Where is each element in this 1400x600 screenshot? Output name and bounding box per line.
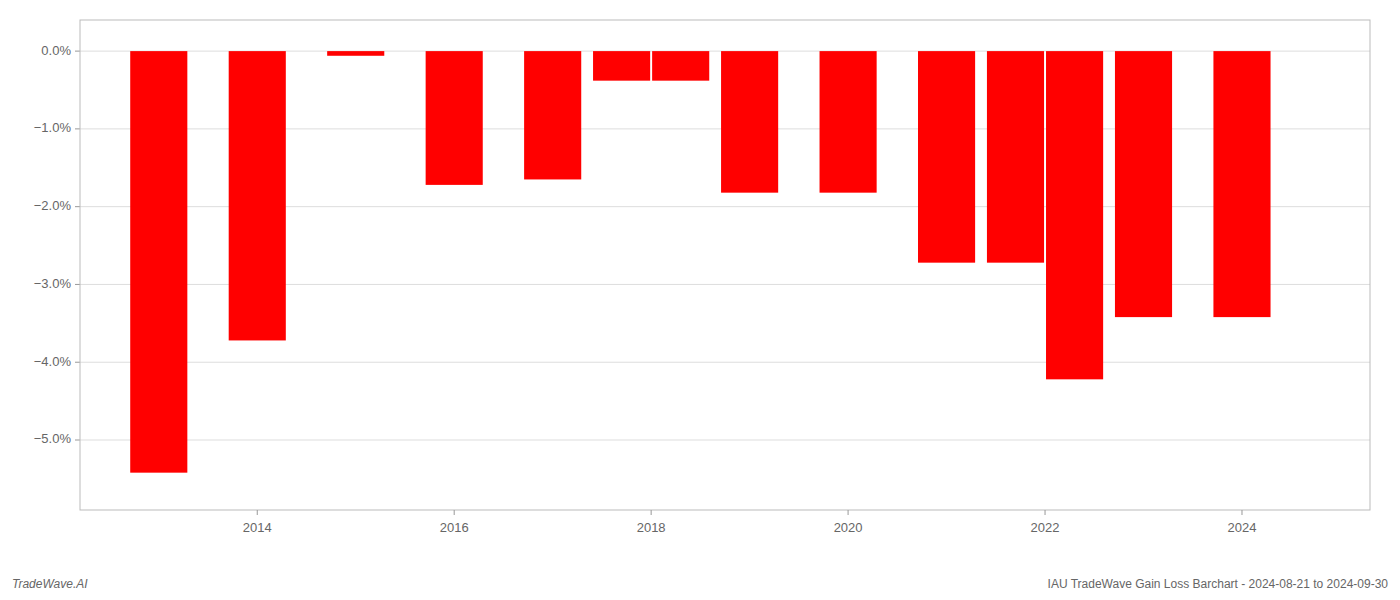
x-tick <box>257 510 258 515</box>
chart-svg: 0.0%−1.0%−2.0%−3.0%−4.0%−5.0%20142016201… <box>0 0 1400 600</box>
y-tick-label: −2.0% <box>34 198 72 213</box>
x-tick-label: 2016 <box>440 520 469 535</box>
chart-container: 0.0%−1.0%−2.0%−3.0%−4.0%−5.0%20142016201… <box>0 0 1400 600</box>
bar <box>426 51 483 185</box>
x-tick <box>454 510 455 515</box>
grid-line <box>80 440 1370 441</box>
plot-frame <box>80 20 1370 510</box>
y-tick <box>75 128 80 129</box>
x-tick <box>1045 510 1046 515</box>
bar <box>1115 51 1172 317</box>
x-tick <box>848 510 849 515</box>
bar <box>593 51 650 81</box>
y-grid <box>80 51 1370 440</box>
x-axis: 2014 2016 2018 2020 2022 2024 <box>243 510 1257 535</box>
bar <box>721 51 778 193</box>
x-tick <box>1241 510 1242 515</box>
x-tick-label: 2024 <box>1228 520 1257 535</box>
y-tick-label: 0.0% <box>41 43 71 58</box>
y-tick <box>75 440 80 441</box>
y-tick <box>75 362 80 363</box>
bar <box>327 51 384 56</box>
bar <box>918 51 975 263</box>
bar <box>229 51 286 340</box>
y-axis: 0.0% −1.0% −2.0% −3.0% −4.0% −5.0% <box>34 43 80 447</box>
y-tick-label: −3.0% <box>34 276 72 291</box>
y-tick <box>75 51 80 52</box>
bar <box>652 51 709 81</box>
bar <box>524 51 581 179</box>
bar <box>130 51 187 473</box>
y-tick <box>75 206 80 207</box>
footer-right: IAU TradeWave Gain Loss Barchart - 2024-… <box>1048 577 1389 591</box>
bar <box>1046 51 1103 379</box>
y-tick <box>75 284 80 285</box>
y-tick-label: −5.0% <box>34 431 72 446</box>
bar <box>987 51 1044 263</box>
x-tick-label: 2018 <box>637 520 666 535</box>
x-tick-label: 2014 <box>243 520 272 535</box>
bar <box>1213 51 1270 317</box>
bars <box>130 51 1270 473</box>
bar <box>820 51 877 193</box>
x-tick-label: 2022 <box>1031 520 1060 535</box>
y-tick-label: −4.0% <box>34 354 72 369</box>
footer-left: TradeWave.AI <box>12 577 88 591</box>
grid-line <box>80 362 1370 363</box>
x-tick-label: 2020 <box>834 520 863 535</box>
y-tick-label: −1.0% <box>34 120 72 135</box>
x-tick <box>651 510 652 515</box>
